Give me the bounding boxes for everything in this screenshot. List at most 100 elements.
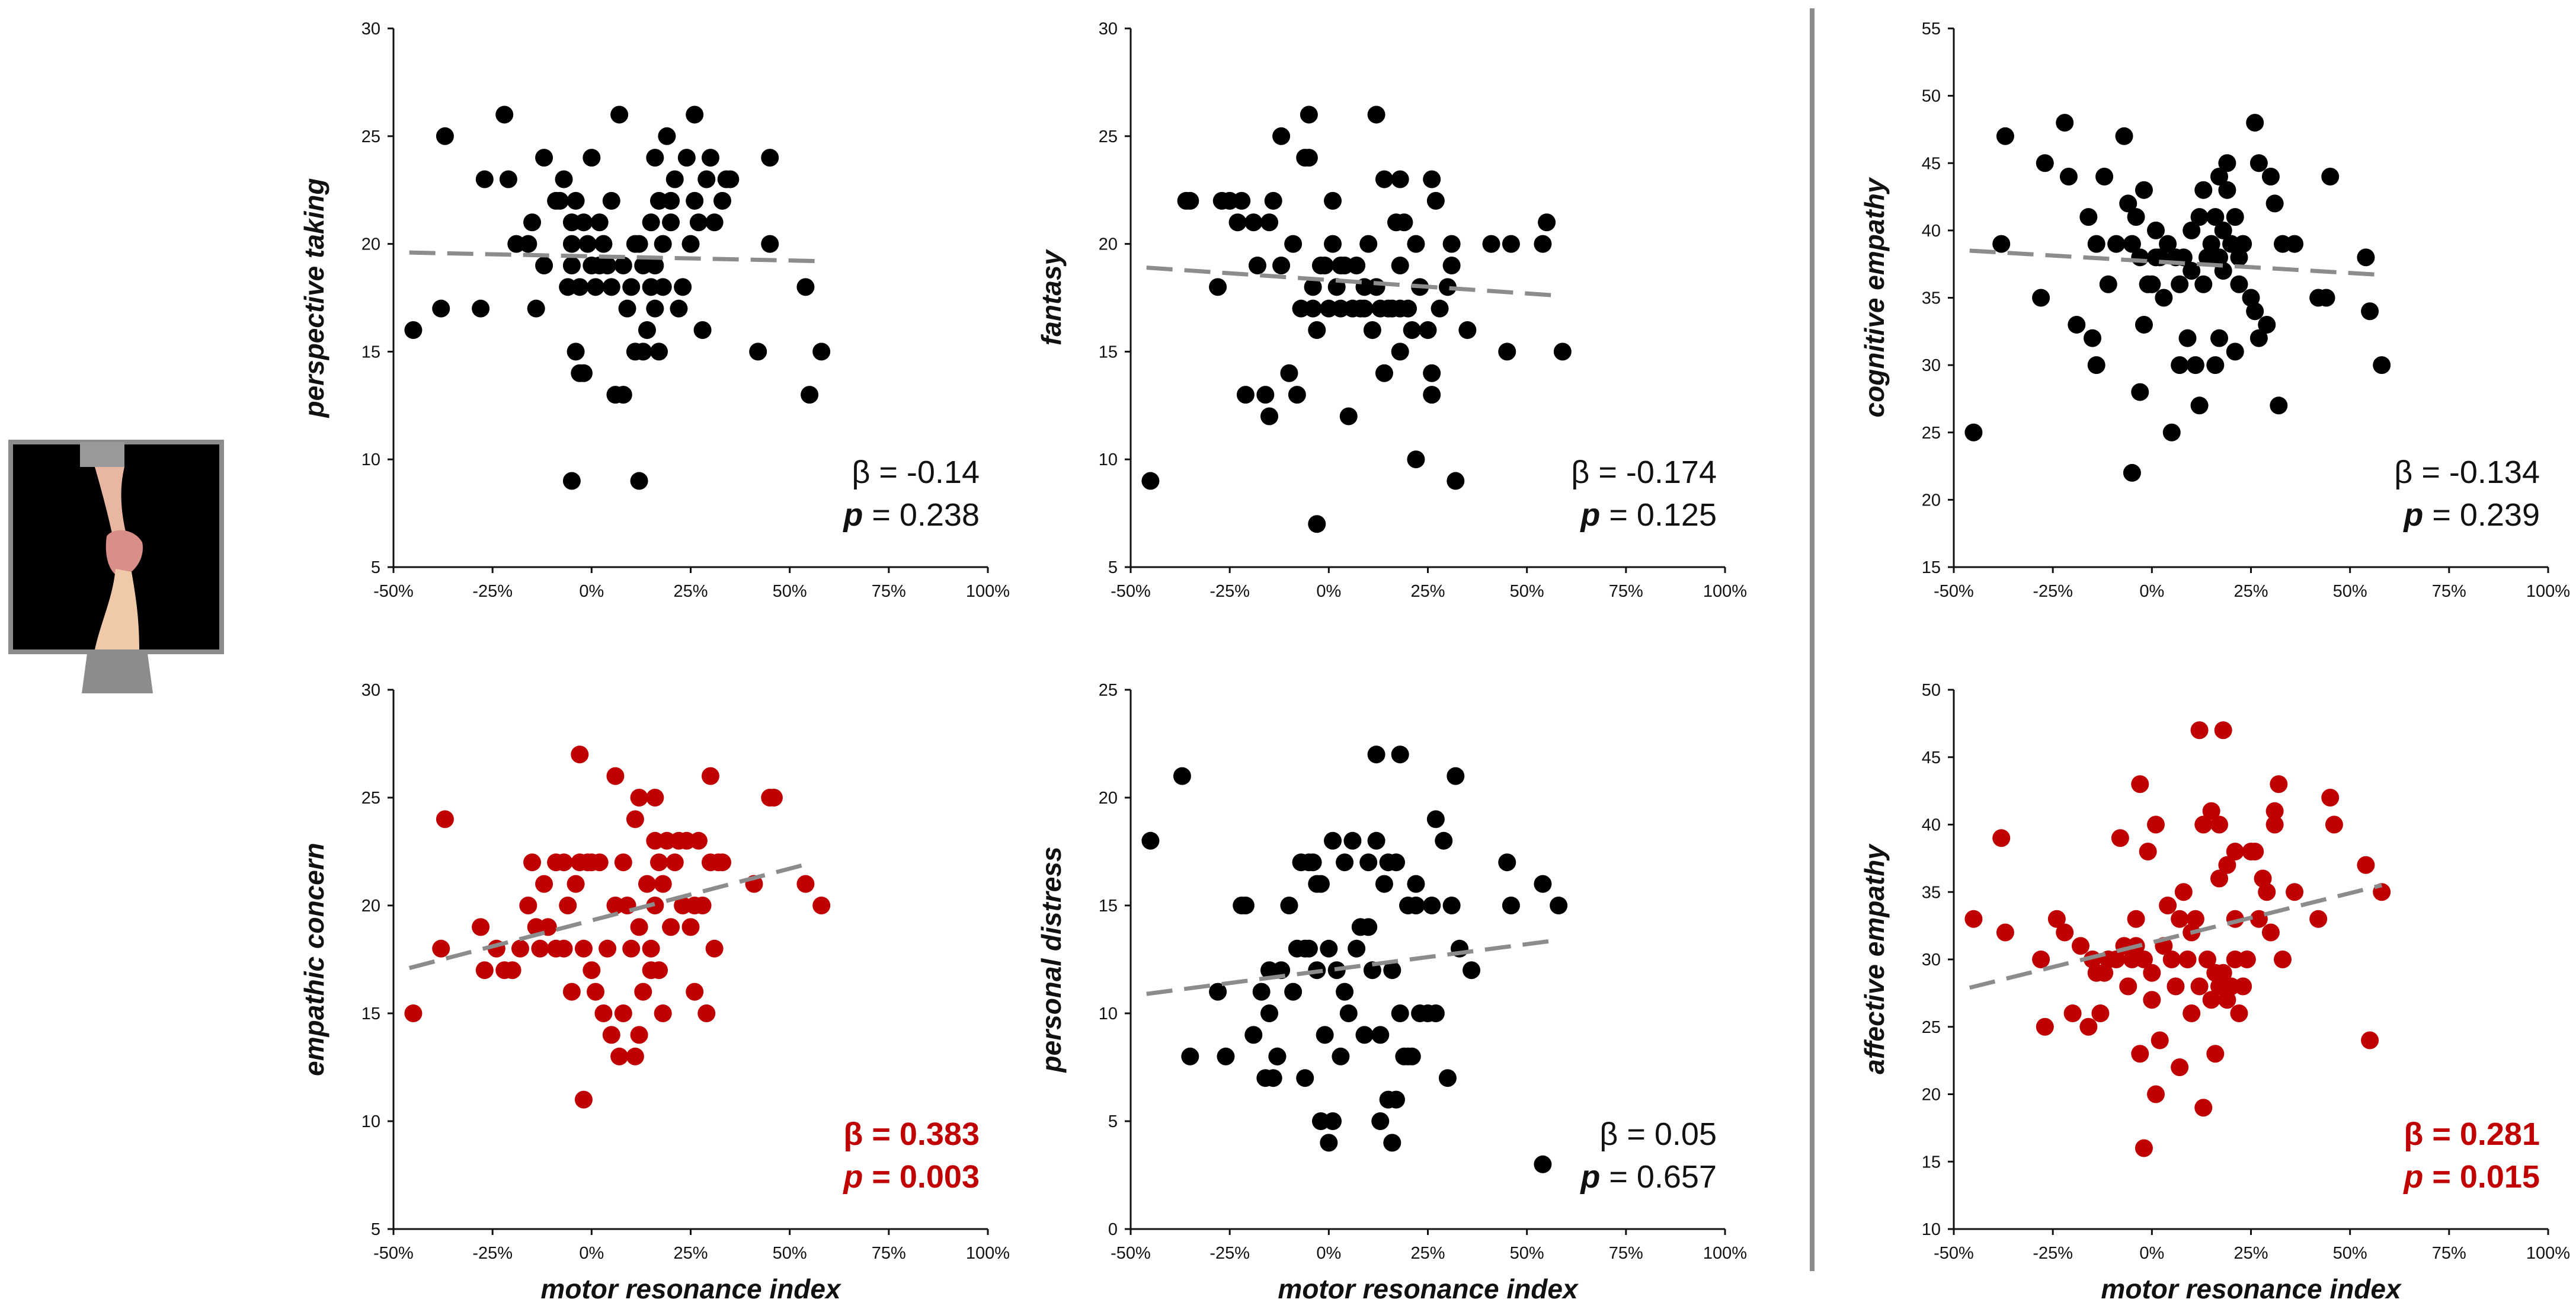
data-point: [1260, 213, 1279, 232]
data-point: [2321, 167, 2340, 185]
data-point: [764, 789, 783, 807]
data-point: [1964, 423, 1983, 441]
data-point: [2131, 248, 2149, 267]
data-point: [614, 853, 632, 872]
data-point: [1336, 853, 1354, 872]
data-point: [404, 1004, 423, 1022]
data-point: [432, 299, 450, 318]
data-point: [1260, 407, 1279, 425]
x-tick-label: 0%: [579, 582, 604, 601]
y-tick-label: 45: [1922, 748, 1941, 767]
data-point: [1502, 897, 1520, 914]
data-point: [2265, 815, 2284, 834]
data-point: [761, 149, 779, 167]
data-point: [523, 853, 542, 872]
p-value-label: p = 0.003: [842, 1159, 980, 1195]
data-point: [2174, 883, 2193, 901]
data-point: [2119, 977, 2137, 996]
data-point: [705, 939, 724, 958]
x-tick-label: -25%: [2033, 1244, 2073, 1263]
data-point: [1423, 897, 1441, 914]
data-point: [602, 278, 620, 296]
data-point: [610, 105, 629, 124]
data-point: [2210, 167, 2229, 185]
data-point: [2162, 951, 2181, 968]
x-tick-label: 25%: [2233, 1244, 2268, 1263]
data-point: [2123, 463, 2141, 482]
data-point: [1324, 235, 1342, 253]
y-axis-label: empathic concern: [299, 843, 329, 1076]
data-point: [626, 810, 644, 828]
x-tick-label: 25%: [673, 1244, 708, 1263]
data-point: [2032, 289, 2050, 307]
x-tick-label: 25%: [673, 582, 708, 601]
data-point: [1244, 213, 1263, 232]
data-point: [618, 299, 636, 318]
data-point: [1316, 1026, 1334, 1044]
trend-line: [1146, 265, 1559, 298]
data-point: [801, 386, 819, 404]
data-point: [1181, 1047, 1199, 1065]
data-point: [1550, 897, 1568, 914]
y-tick-label: 30: [1099, 20, 1118, 39]
data-point: [1423, 386, 1441, 404]
y-tick-label: 20: [1922, 491, 1941, 510]
p-value-label: p = 0.657: [1579, 1159, 1717, 1195]
data-point: [2210, 329, 2229, 347]
data-point: [1300, 149, 1318, 167]
data-point: [1992, 235, 2011, 253]
y-axis-label: affective empathy: [1859, 843, 1890, 1074]
x-tick-label: -50%: [373, 582, 414, 601]
data-point: [555, 939, 573, 958]
data-point: [2143, 275, 2161, 293]
scatter-panel-1: 5 10 15 20 25 30 -50% -25% 0% 25% 50% 75% 100% perspe…: [299, 20, 1010, 601]
data-point: [2147, 815, 2165, 834]
data-point: [1447, 767, 1465, 785]
data-point: [812, 343, 831, 361]
data-point: [1304, 278, 1322, 296]
p-value-label: p = 0.125: [1579, 497, 1717, 533]
data-point: [2178, 951, 2197, 968]
data-point: [713, 191, 731, 210]
data-point: [2119, 194, 2137, 213]
x-tick-label: -50%: [1111, 582, 1151, 601]
data-point: [531, 939, 549, 958]
data-point: [796, 278, 815, 296]
data-point: [1438, 278, 1457, 296]
data-point: [2171, 356, 2189, 375]
data-point: [1426, 810, 1445, 828]
data-point: [705, 213, 724, 232]
data-point: [574, 364, 593, 382]
y-axis-label: perspective taking: [299, 178, 329, 419]
data-point: [2202, 802, 2220, 820]
data-point: [2254, 869, 2272, 888]
data-point: [1363, 321, 1381, 340]
y-tick-label: 15: [1099, 897, 1118, 916]
data-point: [2194, 275, 2213, 293]
data-point: [2258, 315, 2276, 334]
data-point: [2242, 289, 2260, 307]
data-point: [634, 983, 652, 1001]
data-point: [1272, 256, 1291, 274]
x-tick-label: 50%: [2333, 1244, 2367, 1263]
data-point: [1228, 213, 1247, 232]
data-point: [2218, 181, 2236, 199]
data-point: [749, 343, 767, 361]
data-point: [2214, 721, 2232, 740]
data-point: [599, 256, 617, 274]
data-point: [1371, 1026, 1390, 1044]
data-point: [2147, 221, 2165, 239]
data-point: [2206, 356, 2225, 375]
data-point: [1296, 1069, 1314, 1087]
data-point: [1141, 472, 1160, 490]
scatter-panel-4: 5 10 15 20 25 30 -50% -25% 0% 25% 50% 75% 100% empath…: [299, 681, 1010, 1304]
data-point: [2056, 923, 2074, 942]
x-tick-label: 75%: [1609, 1244, 1643, 1263]
x-tick-label: -50%: [1111, 1244, 1151, 1263]
data-point: [1320, 1134, 1338, 1152]
data-point: [630, 1026, 648, 1044]
data-point: [1399, 299, 1417, 318]
data-point: [2261, 923, 2280, 942]
data-point: [2246, 843, 2264, 860]
data-point: [721, 170, 740, 188]
